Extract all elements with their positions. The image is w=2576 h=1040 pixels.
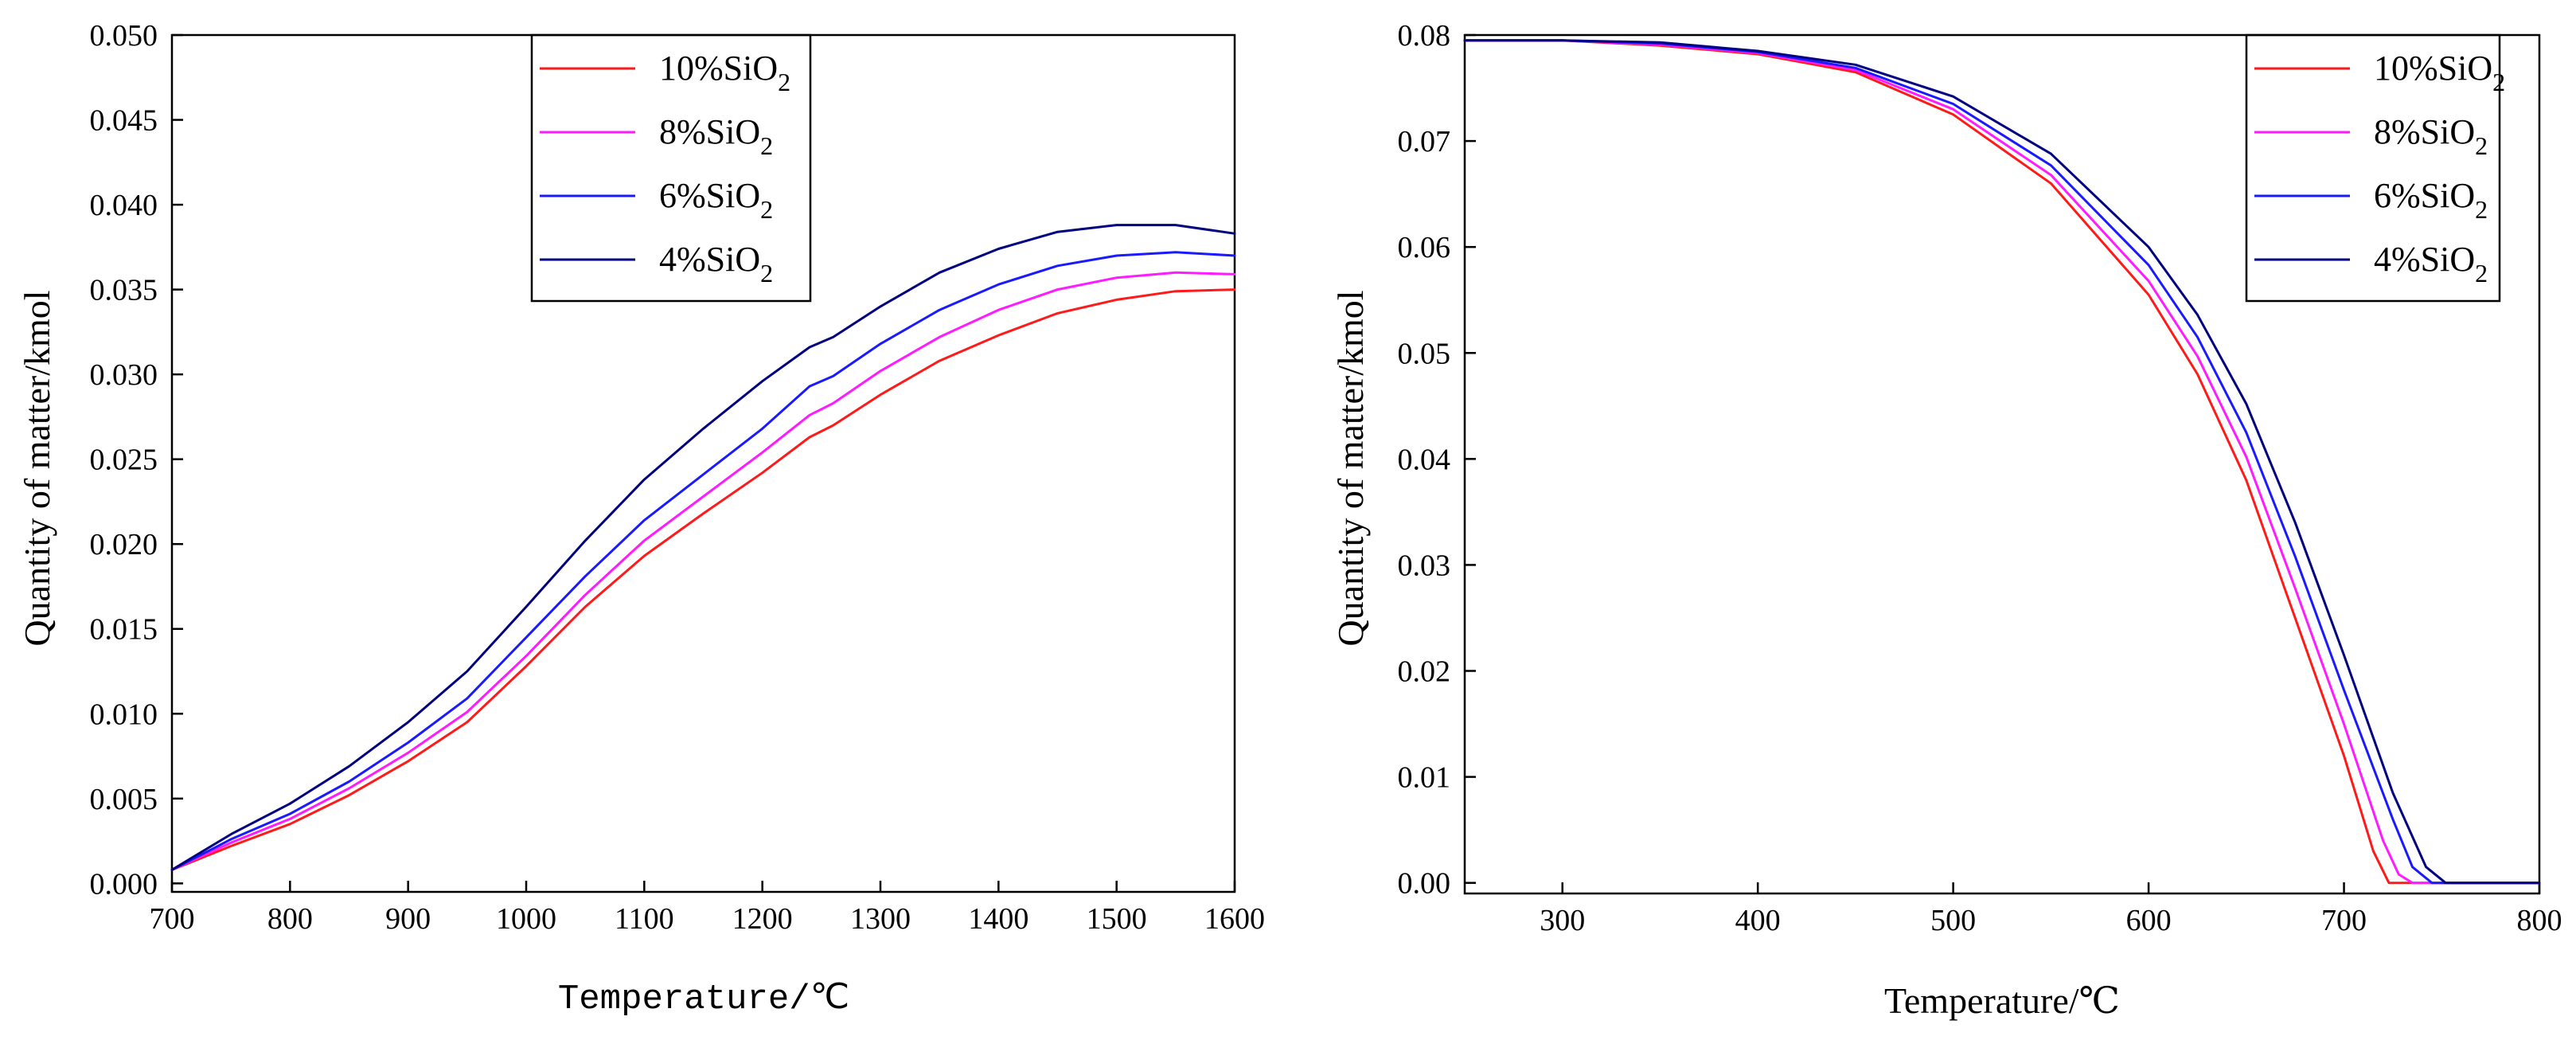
ticks [1465,33,2541,893]
series-line-4pct-sio2 [1463,39,2541,885]
x-tick-label: 800 [2517,904,2562,937]
series-line-6pct-sio2 [170,251,1236,871]
legend-box [2245,33,2501,303]
y-tick-label: 0.045 [90,104,158,138]
legend-label: 6%SiO2 [2374,176,2488,224]
series-line-10pct-sio2 [1463,39,2541,885]
series-line-4pct-sio2 [170,224,1236,871]
y-tick-labels: 0.000 0.005 0.010 0.015 0.020 0.025 0.030 0.035… [90,19,158,901]
y-tick-label: 0.00 [1398,867,1451,901]
x-axis-title: Temperature/℃ [1884,980,2120,1021]
x-axis-title: Temperature/℃ [558,979,849,1019]
x-tick-label: 700 [2321,904,2367,937]
legend: 10%SiO2 8%SiO2 6%SiO2 4%SiO2 [530,33,812,303]
series-group [1463,39,2541,885]
x-tick-label: 1100 [615,902,674,936]
legend-label: 10%SiO2 [659,49,790,96]
y-tick-label: 0.015 [90,613,158,647]
series-line-8pct-sio2 [170,271,1236,871]
x-tick-label: 800 [267,902,313,936]
y-tick-label: 0.050 [90,19,158,53]
legend: 10%SiO2 8%SiO2 6%SiO2 4%SiO2 [2245,33,2505,303]
y-tick-label: 0.05 [1398,337,1451,370]
series-group [170,224,1236,871]
x-tick-label: 500 [1930,904,1976,937]
chart-right: 300 400 500 600 700 800 0.000.010.020.030.040… [1330,19,2562,1021]
series-line-8pct-sio2 [1463,39,2541,885]
x-tick-label: 900 [385,902,431,936]
y-tick-label: 0.000 [90,867,158,901]
y-tick-label: 0.010 [90,698,158,731]
legend-label: 8%SiO2 [2374,112,2488,160]
x-tick-labels: 700 800 900 1000 1100 1200 1300 1400 1500 1600 [150,902,1266,936]
series-line-6pct-sio2 [1463,39,2541,885]
y-tick-label: 0.035 [90,274,158,307]
x-tick-label: 1300 [850,902,911,936]
plot-frame [1463,33,2541,895]
x-tick-label: 1600 [1204,902,1265,936]
legend-label: 8%SiO2 [659,112,773,160]
y-tick-label: 0.01 [1398,761,1451,795]
y-tick-label: 0.040 [90,189,158,222]
x-tick-label: 300 [1540,904,1585,937]
legend-label: 10%SiO2 [2374,49,2505,96]
y-tick-label: 0.020 [90,528,158,561]
y-tick-label: 0.025 [90,444,158,477]
x-tick-label: 1200 [732,902,793,936]
legend-box [530,33,812,303]
x-tick-label: 400 [1735,904,1781,937]
y-tick-label: 0.03 [1398,549,1451,582]
x-tick-label: 1400 [968,902,1028,936]
y-tick-label: 0.005 [90,783,158,816]
y-tick-labels: 0.00 0.01 0.02 0.03 0.04 0.05 0.06 0.07 0.08 [1398,19,1451,901]
x-tick-label: 700 [150,902,195,936]
series-line-10pct-sio2 [170,288,1236,871]
x-tick-label: 600 [2126,904,2172,937]
legend-label: 4%SiO2 [659,240,773,287]
y-tick-label: 0.07 [1398,125,1451,158]
x-tick-label: 1500 [1087,902,1147,936]
y-tick-label: 0.06 [1398,231,1451,264]
plot-frame [170,33,1236,893]
y-tick-label: 0.02 [1398,655,1451,689]
chart-left: 700 800 900 1000 1100 1200 1300 1400 1500 1600 0.… [17,19,1265,1019]
y-tick-label: 0.08 [1398,19,1451,53]
y-tick-label: 0.030 [90,358,158,392]
x-tick-label: 1000 [496,902,556,936]
legend-label: 4%SiO2 [2374,240,2488,287]
y-axis-title: Quantity of matter/kmol [17,290,57,646]
y-axis-title: Quantity of matter/kmol [1330,290,1371,646]
y-tick-label: 0.04 [1398,443,1451,476]
ticks [170,33,1236,892]
legend-label: 6%SiO2 [659,176,773,224]
x-tick-labels: 300 400 500 600 700 800 [1540,904,2562,937]
